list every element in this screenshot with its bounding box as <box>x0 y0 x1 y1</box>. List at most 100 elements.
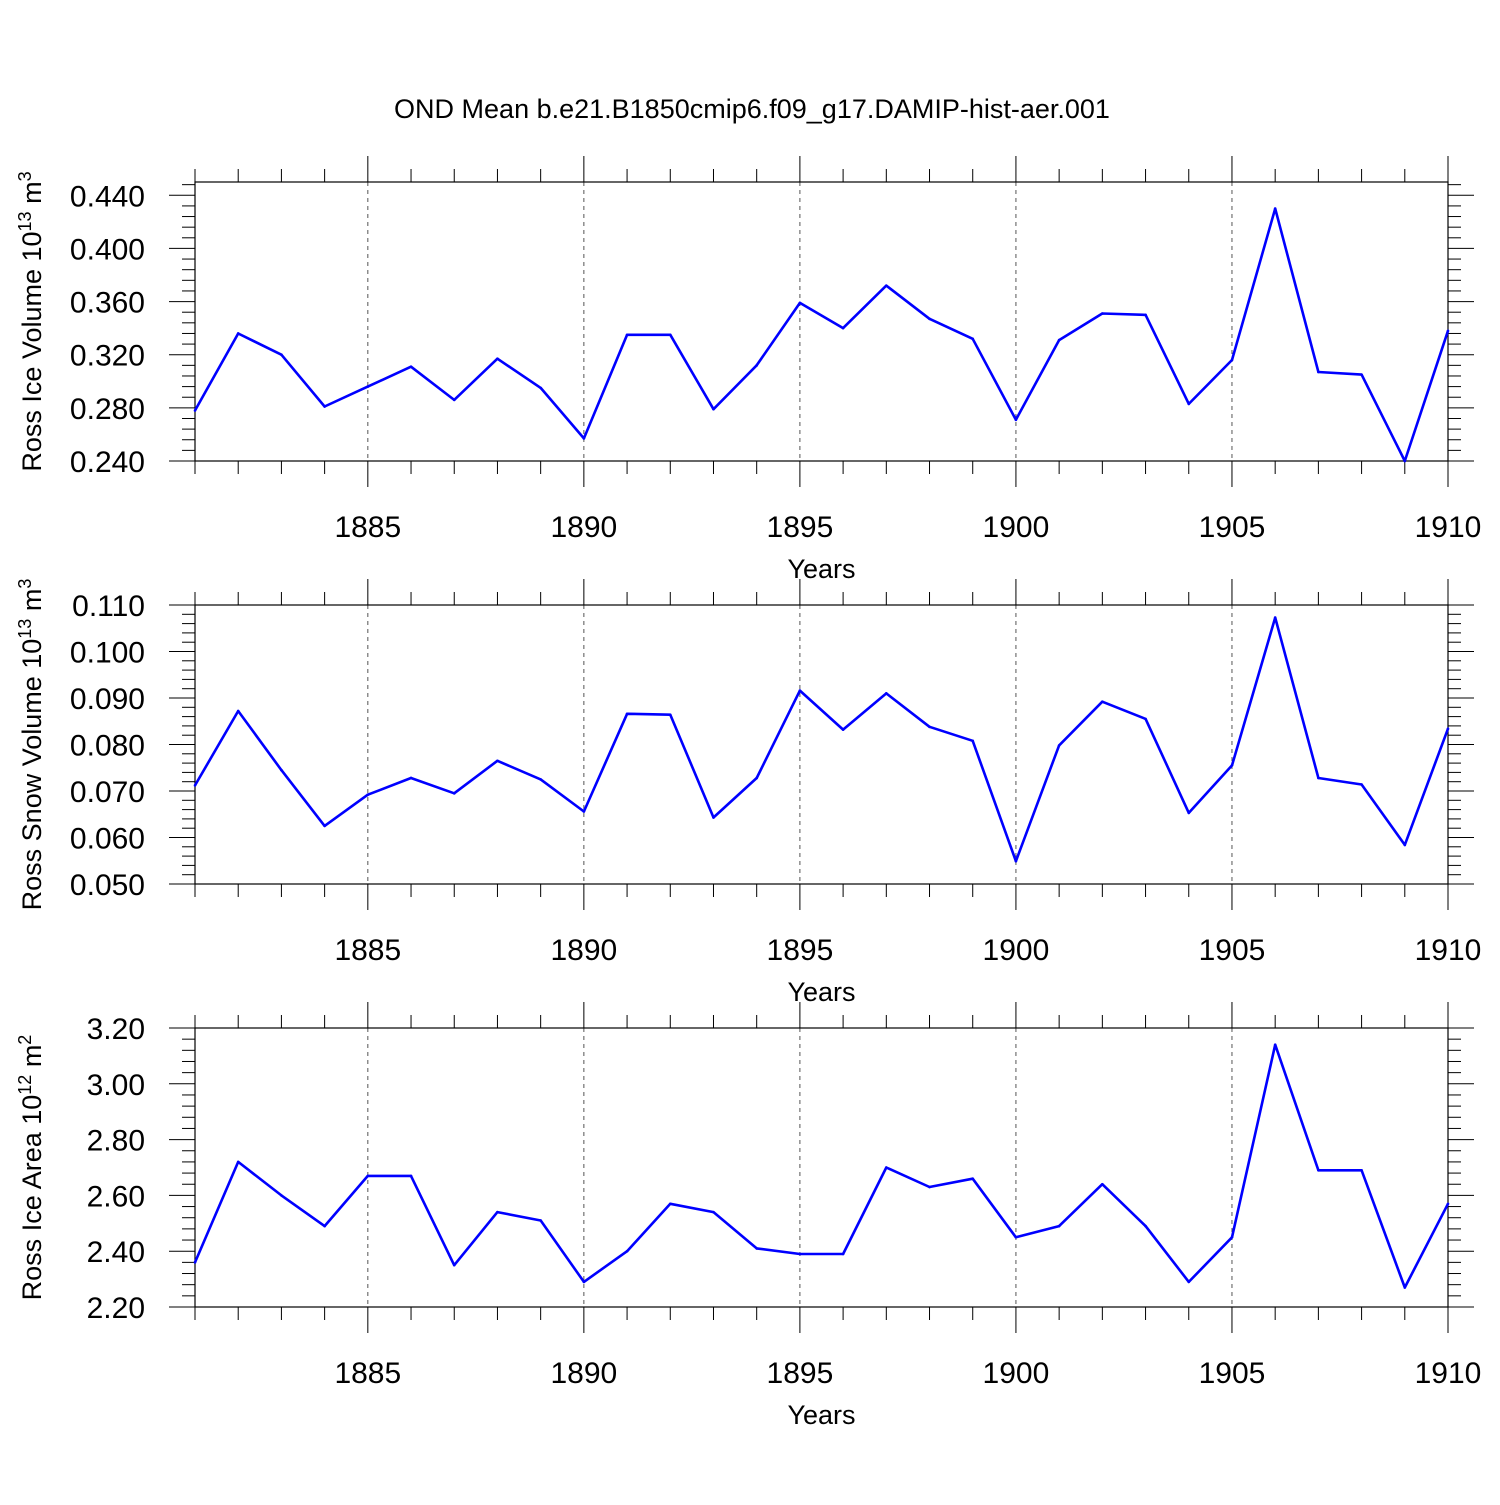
data-point <box>1057 1224 1061 1228</box>
data-point <box>1057 338 1061 342</box>
data-point <box>1144 717 1147 721</box>
y-axis-label-exponent: 13 <box>15 211 35 231</box>
data-point <box>280 1194 283 1197</box>
y-axis-label-unit: m <box>17 181 47 211</box>
x-tick-label: 1885 <box>334 1357 401 1390</box>
y-axis-label-text: Ross Ice Volume 10 <box>17 231 47 471</box>
data-point <box>323 824 326 828</box>
x-tick-label: 1905 <box>1199 934 1266 967</box>
data-point <box>1273 616 1277 619</box>
y-axis-label: Ross Snow Volume 1013 m3 <box>15 579 47 911</box>
series-line <box>193 207 1450 463</box>
x-axis-label: Years <box>787 554 855 584</box>
data-point <box>885 1166 888 1169</box>
x-tick-label: 1910 <box>1415 934 1482 967</box>
data-point <box>928 1185 931 1189</box>
data-point <box>755 776 758 780</box>
data-point <box>625 333 629 337</box>
panel-1: 0.240 0.280 0.320 0.360 0.400 0.440 1885 1890 18… <box>15 156 1481 584</box>
data-point <box>841 1252 845 1256</box>
y-axis-label-text: Ross Ice Area 10 <box>17 1095 47 1301</box>
panels: 0.240 0.280 0.320 0.360 0.400 0.440 1885 1890 18… <box>15 156 1481 1430</box>
y-axis-label-unit: m <box>17 1045 47 1075</box>
data-point <box>193 1261 197 1264</box>
data-point <box>1101 700 1104 704</box>
y-tick-label: 2.40 <box>87 1236 145 1269</box>
data-point <box>971 1177 975 1180</box>
y-tick-label: 0.400 <box>70 233 145 266</box>
data-point <box>1187 402 1191 406</box>
x-tick-label: 1890 <box>550 1357 617 1390</box>
data-point <box>885 284 888 287</box>
x-tick-label: 1910 <box>1415 1357 1482 1390</box>
data-point <box>452 792 456 795</box>
data-point <box>668 333 672 337</box>
x-tick-label: 1890 <box>550 934 617 967</box>
data-point <box>1187 811 1191 815</box>
data-point <box>1446 1202 1450 1206</box>
y-tick-label: 0.100 <box>70 637 145 670</box>
y-tick-label: 3.20 <box>87 1013 145 1046</box>
data-point <box>409 365 413 368</box>
data-point <box>582 1280 586 1284</box>
data-point <box>755 364 758 367</box>
data-point <box>539 778 542 781</box>
y-axis-label: Ross Ice Area 1012 m2 <box>15 1035 47 1301</box>
x-tick-label: 1895 <box>767 511 834 544</box>
y-tick-label: 0.320 <box>70 340 145 373</box>
data-point <box>841 728 845 731</box>
series-line <box>193 616 1450 863</box>
y-axis-label-unit: m <box>17 589 47 619</box>
data-point <box>539 1219 542 1222</box>
data-point <box>366 385 370 388</box>
data-point <box>1230 764 1234 767</box>
data-point <box>366 793 370 797</box>
data-point <box>668 1202 672 1206</box>
data-point <box>798 689 802 692</box>
x-tick-label: 1895 <box>767 1357 834 1390</box>
data-point <box>1446 727 1450 730</box>
data-point <box>1014 418 1018 422</box>
data-point <box>366 1174 370 1178</box>
data-point <box>496 759 499 763</box>
data-point <box>323 405 326 408</box>
data-point <box>798 1252 802 1256</box>
data-point <box>1446 329 1450 333</box>
plot-frame <box>194 181 1449 462</box>
data-point <box>409 1174 413 1178</box>
data-point <box>1360 783 1363 786</box>
data-point <box>539 386 542 390</box>
data-point <box>1101 312 1104 315</box>
y-axis-label-exponent: 12 <box>15 1075 35 1095</box>
data-point <box>1317 776 1320 780</box>
y-tick-label: 0.110 <box>72 590 145 623</box>
data-point <box>236 332 240 335</box>
data-point <box>755 1247 758 1250</box>
data-point <box>582 810 586 813</box>
data-point <box>1273 207 1277 210</box>
y-tick-label: 0.050 <box>70 869 145 902</box>
data-point <box>1144 313 1147 317</box>
y-axis-label: Ross Ice Volume 1013 m3 <box>15 171 47 471</box>
panel-3: 2.20 2.40 2.60 2.80 3.00 3.20 1885 1890 1895 1900… <box>15 1002 1481 1430</box>
x-tick-label: 1905 <box>1199 511 1266 544</box>
data-point <box>1317 1168 1320 1172</box>
x-tick-label: 1900 <box>983 511 1050 544</box>
data-point <box>323 1224 326 1228</box>
data-point <box>1273 1043 1277 1047</box>
data-point <box>668 713 672 717</box>
data-point <box>409 776 413 780</box>
data-point <box>841 326 845 330</box>
series-line <box>193 1043 1450 1289</box>
data-point <box>712 1210 715 1214</box>
data-point <box>1187 1280 1191 1284</box>
x-tick-label: 1895 <box>767 934 834 967</box>
x-tick-label: 1905 <box>1199 1357 1266 1390</box>
x-tick-label: 1890 <box>550 511 617 544</box>
data-point <box>280 353 283 357</box>
data-point <box>1403 459 1407 463</box>
data-point <box>1360 1168 1363 1172</box>
y-tick-label: 0.240 <box>70 446 145 479</box>
